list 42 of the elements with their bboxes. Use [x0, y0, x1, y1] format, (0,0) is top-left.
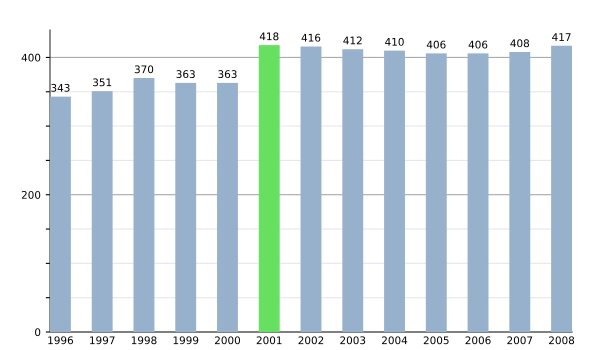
- data-label: 406: [468, 40, 488, 49]
- x-tick-label: 2002: [298, 336, 324, 344]
- x-tick-label: 2008: [549, 336, 574, 344]
- x-tick-label: 2001: [256, 336, 282, 344]
- x-tick-label: 1997: [90, 336, 115, 344]
- data-label: 408: [510, 39, 530, 48]
- x-tick-label: 2005: [424, 336, 449, 344]
- x-tick-label: 1999: [174, 336, 198, 344]
- x-tick-label: 2007: [507, 336, 532, 344]
- bar: [342, 49, 364, 332]
- y-tick-label: 0: [35, 328, 40, 336]
- x-tick-label: 2006: [466, 336, 491, 344]
- x-tick-label: 1998: [132, 336, 156, 344]
- bar: [50, 96, 71, 332]
- data-label: 370: [134, 65, 154, 74]
- data-label: 363: [176, 70, 195, 78]
- data-label: 410: [385, 38, 404, 46]
- x-tick-label: 1996: [48, 336, 74, 344]
- bar: [551, 46, 572, 332]
- data-label: 418: [260, 32, 278, 40]
- data-label: 406: [426, 40, 446, 49]
- bar: [509, 52, 530, 332]
- bar: [217, 82, 238, 332]
- x-tick-label: 2004: [382, 336, 408, 344]
- bar: [175, 82, 196, 332]
- bar: [258, 45, 280, 332]
- data-label: 412: [343, 36, 362, 44]
- bar: [426, 53, 447, 332]
- data-label: 343: [51, 84, 70, 92]
- bar: [134, 78, 154, 332]
- data-label: 417: [552, 33, 571, 41]
- bar: [468, 53, 488, 332]
- bar: [92, 91, 113, 332]
- data-label: 416: [302, 34, 320, 42]
- data-label: 351: [93, 78, 112, 86]
- x-tick-label: 2000: [214, 336, 240, 344]
- x-tick-label: 2003: [340, 336, 366, 344]
- y-tick-label: 400: [22, 54, 40, 62]
- bar: [384, 50, 405, 332]
- data-label: 363: [218, 70, 237, 78]
- y-tick-label: 200: [22, 190, 40, 199]
- bar: [300, 46, 322, 332]
